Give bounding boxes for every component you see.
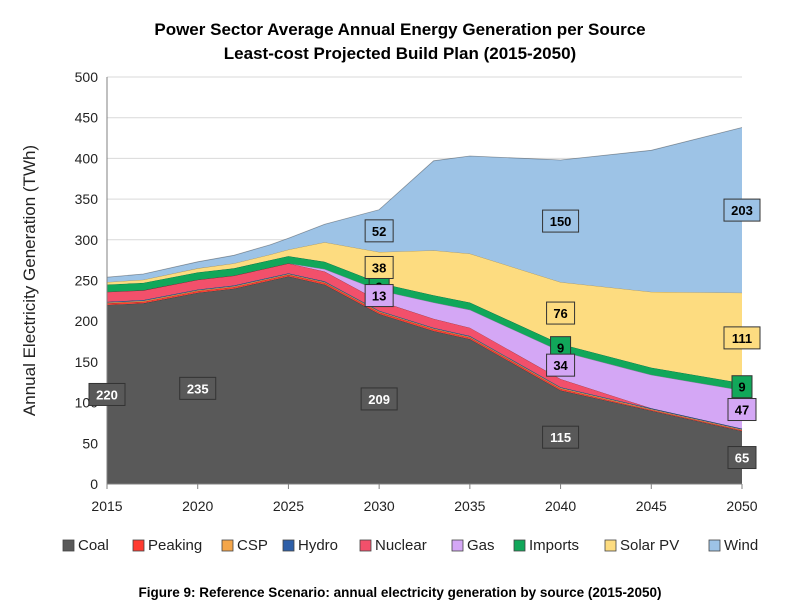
area-solar-pv <box>107 242 742 384</box>
area-gas <box>107 263 742 429</box>
y-tick-label: 150 <box>75 354 99 370</box>
data-label: 38 <box>372 260 386 275</box>
data-label-box <box>364 219 394 243</box>
x-tick-label: 2050 <box>726 498 757 514</box>
area-coal <box>107 276 742 484</box>
legend-label-nuclear: Nuclear <box>375 537 427 554</box>
data-label: 34 <box>553 358 568 373</box>
data-label-box <box>364 255 394 279</box>
legend-label-imports: Imports <box>529 537 579 554</box>
y-tick-label: 300 <box>75 232 99 248</box>
y-axis-label: Annual Electricity Generation (TWh) <box>20 145 39 416</box>
data-label-box <box>727 398 757 422</box>
legend-swatch-solar-pv <box>604 539 617 552</box>
data-label-box <box>731 375 753 399</box>
data-label-box <box>364 284 394 308</box>
data-label: 220 <box>96 387 118 402</box>
legend-label-gas: Gas <box>467 537 495 554</box>
y-tick-label: 250 <box>75 273 99 289</box>
x-tick-label: 2045 <box>636 498 667 514</box>
y-tick-label: 500 <box>75 69 99 85</box>
data-label: 209 <box>368 392 390 407</box>
data-label: 203 <box>731 203 753 218</box>
legend-label-solar-pv: Solar PV <box>620 537 679 554</box>
area-wind <box>107 127 742 293</box>
data-label: 150 <box>550 214 572 229</box>
data-label-box <box>542 425 580 449</box>
data-label-box <box>723 198 761 222</box>
legend-swatch-imports <box>513 539 526 552</box>
x-tick-label: 2035 <box>454 498 485 514</box>
data-label: 115 <box>550 430 571 445</box>
legend-swatch-hydro <box>282 539 295 552</box>
area-imports <box>107 256 742 391</box>
legend-label-csp: CSP <box>237 537 268 554</box>
y-tick-label: 450 <box>75 110 99 126</box>
y-tick-label: 400 <box>75 150 99 166</box>
data-label-box <box>546 301 576 325</box>
data-label: 52 <box>372 224 386 239</box>
legend-swatch-peaking <box>132 539 145 552</box>
legend-swatch-gas <box>451 539 464 552</box>
data-label: 65 <box>735 451 749 466</box>
figure-caption: Figure 9: Reference Scenario: annual ele… <box>138 585 662 600</box>
y-tick-label: 350 <box>75 191 99 207</box>
area-edge-wind <box>106 127 743 278</box>
data-label: 76 <box>553 306 567 321</box>
data-label-box <box>546 353 576 377</box>
data-label: 111 <box>732 331 752 346</box>
data-label-box <box>542 209 580 233</box>
area-nuclear <box>107 263 742 429</box>
y-tick-label: 50 <box>82 435 98 451</box>
data-label: 235 <box>187 381 209 396</box>
x-tick-label: 2040 <box>545 498 576 514</box>
x-tick-label: 2015 <box>91 498 122 514</box>
data-label: 47 <box>735 403 749 418</box>
data-label: 9 <box>738 380 745 395</box>
chart-subtitle: Least-cost Projected Build Plan (2015-20… <box>223 44 577 63</box>
y-tick-label: 0 <box>90 476 98 492</box>
chart-title: Power Sector Average Annual Energy Gener… <box>154 20 646 39</box>
legend-swatch-nuclear <box>359 539 372 552</box>
x-tick-label: 2025 <box>273 498 304 514</box>
legend-swatch-coal <box>62 539 75 552</box>
legend-label-coal: Coal <box>78 537 109 554</box>
data-label: 13 <box>372 289 386 304</box>
data-label-box <box>360 387 398 411</box>
legend-swatch-wind <box>708 539 721 552</box>
legend-label-wind: Wind <box>724 537 758 554</box>
data-label-box <box>727 446 757 470</box>
data-label: 9 <box>557 341 564 356</box>
data-label-box <box>88 382 126 406</box>
x-tick-label: 2020 <box>182 498 213 514</box>
y-tick-label: 200 <box>75 313 99 329</box>
legend-label-hydro: Hydro <box>298 537 338 554</box>
legend-swatch-csp <box>221 539 234 552</box>
x-tick-label: 2030 <box>364 498 395 514</box>
data-label-box <box>723 326 761 350</box>
legend-label-peaking: Peaking <box>148 537 202 554</box>
data-label-box <box>179 376 217 400</box>
